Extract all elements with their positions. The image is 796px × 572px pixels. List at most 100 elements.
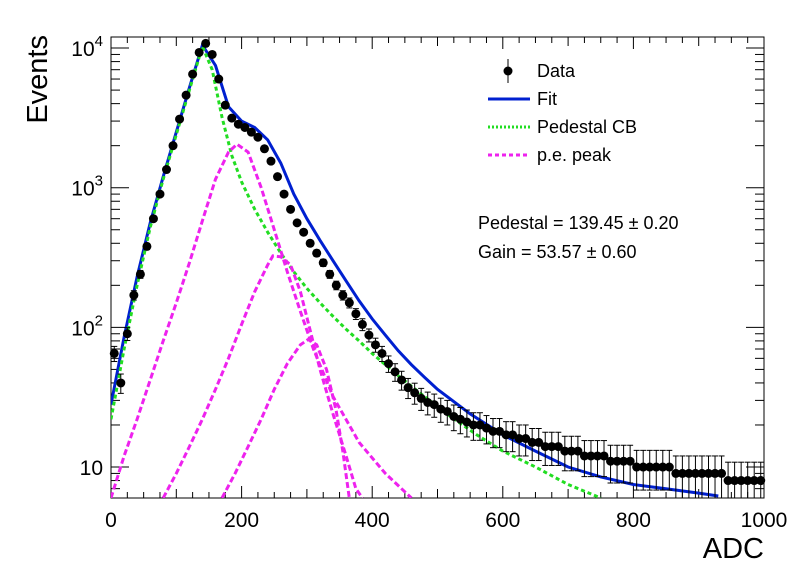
data-point	[638, 462, 648, 472]
x-axis-title: ADC	[703, 533, 764, 565]
data-point	[514, 434, 524, 444]
data-point	[573, 446, 583, 456]
data-points	[109, 38, 766, 499]
p-e-peak-1-curve	[111, 142, 413, 498]
data-point	[364, 330, 374, 340]
data-point	[619, 456, 629, 466]
data-point	[566, 446, 576, 456]
data-point	[501, 430, 511, 440]
data-point	[736, 476, 746, 486]
data-point	[606, 456, 616, 466]
data-point	[122, 329, 132, 339]
data-point	[292, 218, 302, 228]
pedestal-cb-curve	[111, 41, 602, 498]
data-point	[697, 468, 707, 478]
data-point	[410, 388, 420, 398]
data-point	[135, 269, 145, 279]
data-point	[677, 468, 687, 478]
data-point	[384, 359, 394, 369]
data-point	[109, 348, 119, 358]
data-point	[521, 434, 531, 444]
fit-result-text: Pedestal = 139.45 ± 0.20	[478, 213, 679, 233]
data-point	[723, 476, 733, 486]
fit-result-text: Gain = 53.57 ± 0.60	[478, 242, 637, 262]
data-point	[730, 476, 740, 486]
data-point	[651, 462, 661, 472]
data-point	[671, 468, 681, 478]
x-axis-ticks: 0 200 400 600 800 1000	[105, 37, 787, 532]
y-tick-label: 102	[71, 312, 103, 340]
data-point	[684, 468, 694, 478]
data-point	[527, 437, 537, 447]
data-point	[756, 476, 766, 486]
data-point	[612, 456, 622, 466]
data-point	[155, 189, 165, 199]
data-point	[175, 114, 185, 124]
data-point	[253, 132, 263, 142]
data-point	[266, 156, 276, 166]
data-point	[658, 462, 668, 472]
legend-label: Data	[537, 61, 576, 81]
p-e-peak-2-curve	[161, 254, 364, 498]
data-point	[690, 468, 700, 478]
data-point	[553, 442, 563, 452]
annotations: Pedestal = 139.45 ± 0.20 Gain = 53.57 ± 0…	[478, 213, 679, 262]
data-point	[305, 238, 315, 248]
data-point	[664, 462, 674, 472]
legend: Data Fit Pedestal CB p.e. peak	[488, 59, 637, 165]
data-point	[357, 319, 367, 329]
fit-curves	[111, 41, 719, 498]
data-point	[207, 49, 217, 59]
p-e-peak-3-curve	[220, 337, 351, 498]
data-point	[259, 144, 269, 154]
data-point	[488, 426, 498, 436]
legend-label: p.e. peak	[537, 145, 612, 165]
data-point	[710, 468, 720, 478]
data-point	[201, 38, 211, 48]
x-tick-label: 800	[616, 509, 651, 532]
data-point	[370, 340, 380, 350]
data-point	[351, 309, 361, 319]
data-point	[240, 122, 250, 132]
legend-marker	[503, 66, 513, 76]
data-point	[214, 74, 224, 84]
plot-frame	[110, 36, 765, 499]
data-point	[344, 298, 354, 308]
data-point	[325, 269, 335, 279]
data-point	[331, 280, 341, 290]
data-point	[632, 462, 642, 472]
data-point	[429, 400, 439, 410]
data-point	[508, 430, 518, 440]
data-point	[286, 204, 296, 214]
data-point	[442, 406, 452, 416]
data-point	[599, 451, 609, 461]
data-point	[403, 383, 413, 393]
data-point	[390, 367, 400, 377]
data-point	[312, 248, 322, 258]
data-point	[592, 451, 602, 461]
data-point	[168, 141, 178, 151]
data-point	[299, 227, 309, 237]
data-point	[743, 476, 753, 486]
data-point	[338, 290, 348, 300]
data-point	[416, 393, 426, 403]
data-point	[318, 258, 328, 268]
data-point	[220, 100, 230, 110]
data-point	[703, 468, 713, 478]
x-tick-label: 400	[355, 509, 390, 532]
data-point	[547, 442, 557, 452]
fit-curve	[111, 41, 719, 498]
data-point	[397, 375, 407, 385]
data-point	[194, 47, 204, 57]
data-point	[377, 348, 387, 358]
y-axis-title: Events	[22, 35, 54, 124]
data-point	[625, 456, 635, 466]
data-point	[579, 451, 589, 461]
y-axis-ticks: 10 102 103 104	[71, 33, 764, 499]
data-point	[273, 172, 283, 182]
data-point	[540, 442, 550, 452]
data-point	[142, 241, 152, 251]
legend-label: Fit	[537, 89, 557, 109]
data-point	[246, 127, 256, 137]
data-point	[162, 165, 172, 175]
